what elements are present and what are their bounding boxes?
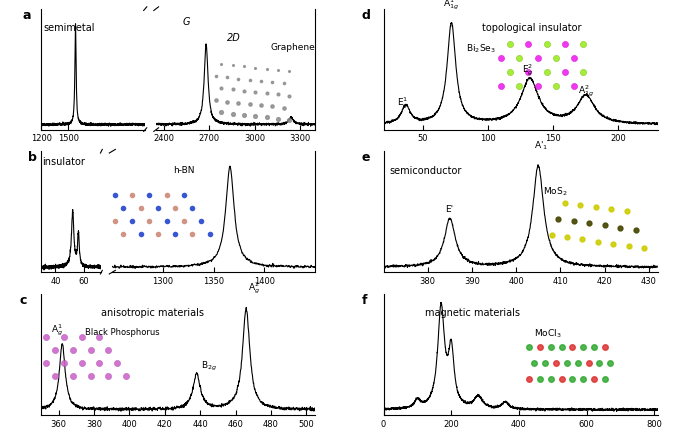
Text: a: a <box>23 9 31 22</box>
Text: topological insulator: topological insulator <box>482 23 582 33</box>
Text: A$^2_{1g}$: A$^2_{1g}$ <box>578 83 595 99</box>
Text: MoS$_2$: MoS$_2$ <box>543 185 567 197</box>
Text: d: d <box>362 9 371 22</box>
Text: E': E' <box>445 205 453 214</box>
Text: magnetic materials: magnetic materials <box>425 308 520 318</box>
Text: E$^1_g$: E$^1_g$ <box>397 95 408 111</box>
Text: h-BN: h-BN <box>173 166 195 175</box>
Text: anisotropic materials: anisotropic materials <box>101 308 204 318</box>
Text: insulator: insulator <box>42 157 85 167</box>
Text: G: G <box>183 17 190 27</box>
Text: semimetal: semimetal <box>43 23 95 33</box>
Text: A$^2_g$: A$^2_g$ <box>248 280 260 295</box>
Text: MoCl$_3$: MoCl$_3$ <box>534 327 562 340</box>
Text: b: b <box>28 151 37 164</box>
Text: B$_{2g}$: B$_{2g}$ <box>201 360 217 373</box>
Text: Bi$_2$Se$_3$: Bi$_2$Se$_3$ <box>466 42 496 55</box>
Text: c: c <box>19 294 27 307</box>
Text: A$^1_g$: A$^1_g$ <box>51 322 63 338</box>
Text: f: f <box>362 294 367 307</box>
Text: e: e <box>362 151 370 164</box>
Text: Graphene: Graphene <box>271 42 315 51</box>
Text: A'$_1$: A'$_1$ <box>534 140 548 152</box>
Text: A$^1_{1g}$: A$^1_{1g}$ <box>443 0 459 12</box>
Text: 2D: 2D <box>227 32 241 42</box>
Text: Black Phosphorus: Black Phosphorus <box>85 327 160 337</box>
Text: E$^2_g$: E$^2_g$ <box>522 63 533 78</box>
Text: semiconductor: semiconductor <box>389 166 462 176</box>
